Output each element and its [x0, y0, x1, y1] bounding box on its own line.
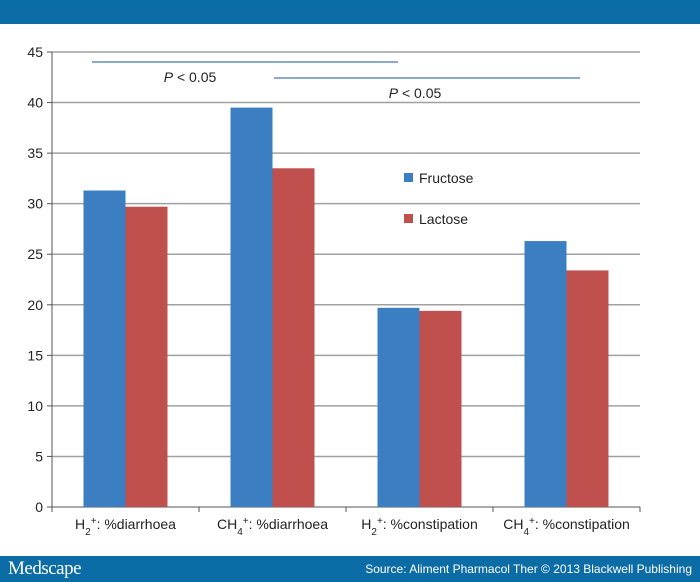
bar-lactose: [419, 310, 462, 507]
y-tick-label: 25: [27, 246, 43, 262]
y-tick-label: 15: [27, 347, 43, 363]
bar-lactose: [566, 270, 609, 507]
x-category-label: H2+: %constipation: [361, 516, 477, 538]
bar-fructose: [83, 190, 126, 507]
footer-bar: Medscape Source: Aliment Pharmacol Ther …: [0, 556, 700, 582]
y-tick-label: 5: [35, 448, 43, 464]
y-tick-label: 40: [27, 95, 43, 111]
y-tick-label: 30: [27, 196, 43, 212]
header-bar: [0, 0, 700, 24]
chart-canvas: 0 5 10 15 20 25 30 35 40 45 H2+: %diarrhoea CH4+: %…: [27, 44, 641, 538]
bar-fructose: [524, 241, 567, 508]
bar-chart: 0 5 10 15 20 25 30 35 40 45 H2+: %diarrhoea CH4+: %…: [0, 24, 700, 556]
bar-fructose: [230, 107, 273, 507]
bar-lactose: [272, 168, 315, 507]
source-credit: Source: Aliment Pharmacol Ther © 2013 Bl…: [365, 562, 692, 576]
x-category-label: CH4+: %diarrhoea: [217, 516, 328, 538]
legend-swatch-lactose: [404, 214, 413, 223]
legend-label-lactose: Lactose: [419, 211, 468, 227]
significance-label: P < 0.05: [164, 69, 217, 85]
y-tick-label: 10: [27, 398, 43, 414]
legend-label-fructose: Fructose: [419, 170, 474, 186]
x-category-label: H2+: %diarrhoea: [75, 516, 176, 538]
y-tick-label: 20: [27, 297, 43, 313]
medscape-logo: Medscape: [8, 558, 82, 579]
bar-lactose: [125, 206, 168, 507]
y-tick-label: 35: [27, 145, 43, 161]
y-tick-label: 0: [35, 499, 43, 515]
legend-swatch-fructose: [404, 173, 413, 182]
bar-fructose: [377, 307, 420, 507]
x-category-label: CH4+: %constipation: [503, 516, 630, 538]
significance-label: P < 0.05: [389, 85, 442, 101]
y-tick-label: 45: [27, 44, 43, 60]
